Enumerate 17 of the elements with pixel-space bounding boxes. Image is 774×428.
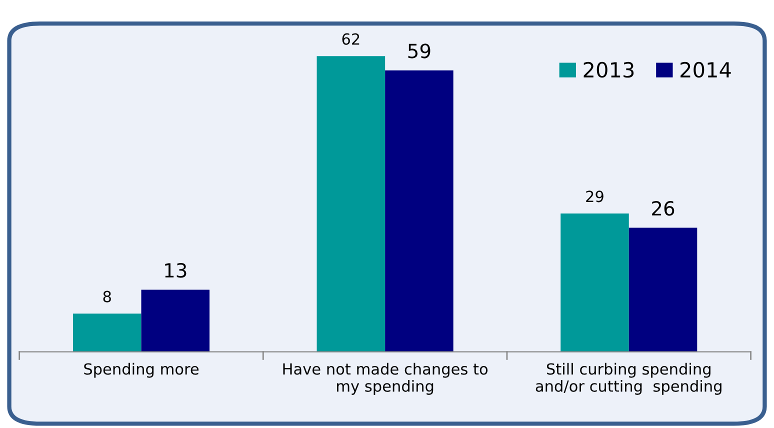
data-label: 62 [342, 33, 360, 45]
data-label: 26 [652, 201, 674, 216]
bar [72, 314, 142, 352]
x-tick-label: Still curbing spending and/or cutting spending [536, 362, 722, 395]
data-label: 8 [103, 290, 111, 302]
bar [560, 214, 629, 352]
x-tick-label: Have not made changes to my spending [283, 362, 488, 395]
bar [141, 290, 210, 352]
bar [316, 56, 386, 352]
legend-label: 2013 [584, 62, 634, 78]
data-label: 29 [586, 190, 604, 202]
data-label: 59 [408, 44, 430, 58]
data-label: 13 [165, 263, 186, 278]
x-tick-label: Spending more [84, 362, 199, 378]
bar [385, 70, 454, 352]
bar [628, 228, 698, 352]
legend-label: 2014 [680, 62, 731, 78]
